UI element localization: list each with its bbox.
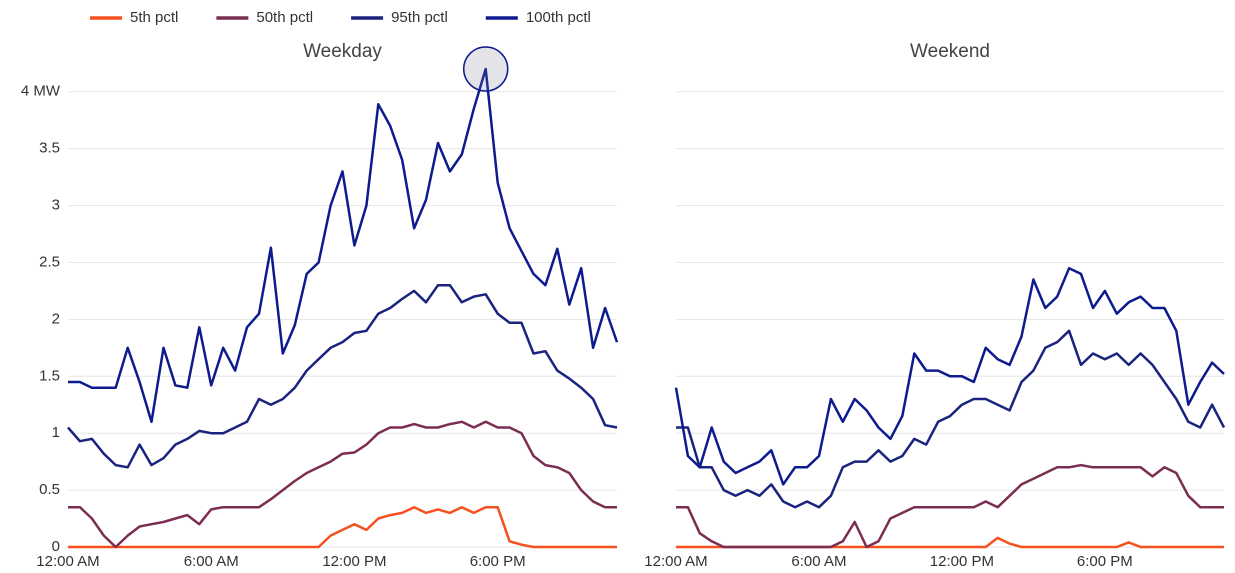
x-tick-label: 6:00 AM — [184, 553, 239, 570]
y-tick-label: 0 — [52, 538, 60, 555]
y-tick-label: 2.5 — [39, 253, 60, 270]
x-tick-label: 6:00 PM — [470, 553, 526, 570]
y-tick-label: 2 — [52, 310, 60, 327]
legend-label: 95th pctl — [391, 9, 448, 26]
legend-label: 50th pctl — [256, 9, 313, 26]
chart-title: Weekday — [303, 41, 382, 62]
y-tick-label: 1 — [52, 424, 60, 441]
x-tick-label: 6:00 AM — [791, 553, 846, 570]
x-tick-label: 12:00 AM — [644, 553, 707, 570]
x-tick-label: 6:00 PM — [1077, 553, 1133, 570]
x-tick-label: 12:00 AM — [36, 553, 99, 570]
legend-label: 5th pctl — [130, 9, 178, 26]
chart-title: Weekend — [910, 41, 990, 62]
y-tick-label: 3 — [52, 197, 60, 214]
y-tick-label: 3.5 — [39, 140, 60, 157]
x-tick-label: 12:00 PM — [322, 553, 386, 570]
y-tick-label: 4 MW — [21, 83, 61, 100]
y-tick-label: 0.5 — [39, 481, 60, 498]
series-line — [68, 67, 619, 424]
series-line — [676, 536, 1224, 549]
x-tick-label: 12:00 PM — [930, 553, 994, 570]
legend-label: 100th pctl — [526, 9, 591, 26]
y-tick-label: 1.5 — [39, 367, 60, 384]
series-line — [674, 266, 1225, 486]
series-line — [68, 420, 617, 549]
peak-highlight — [462, 46, 509, 92]
series-line — [68, 505, 617, 549]
series-line — [676, 463, 1224, 549]
series-line — [676, 329, 1226, 509]
series-line — [67, 283, 618, 469]
